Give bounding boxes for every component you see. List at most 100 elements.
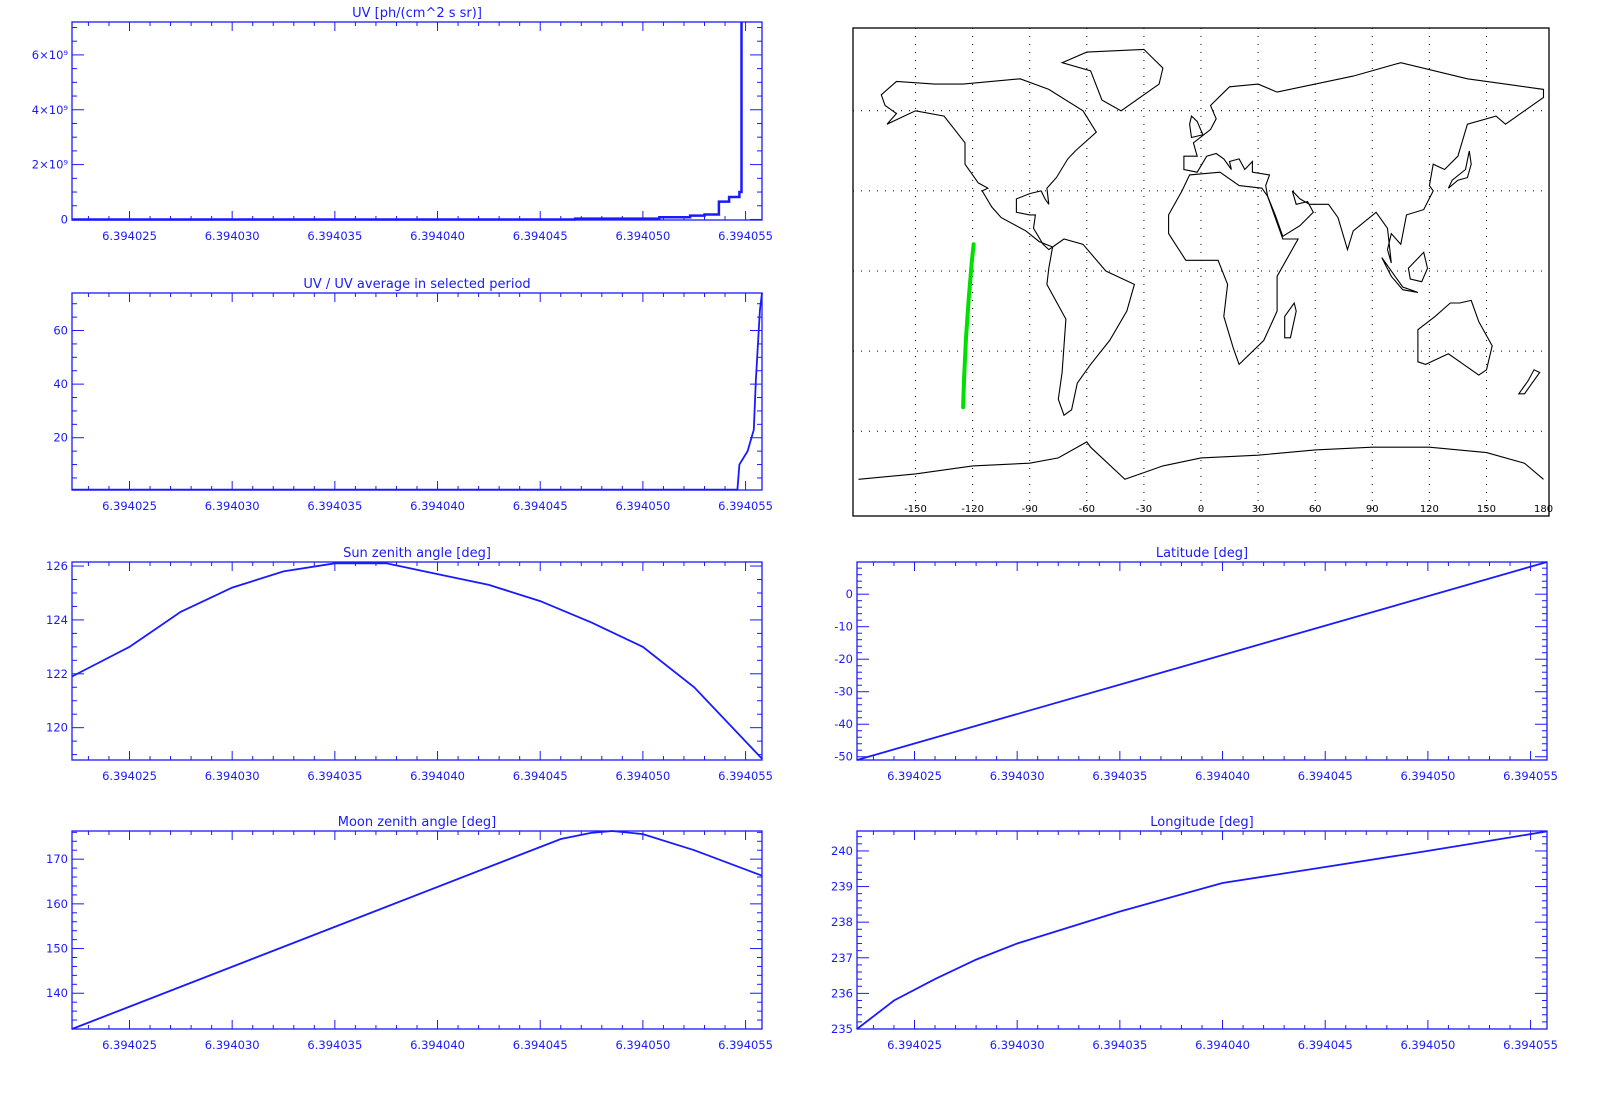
- y-tick-label: 60: [53, 324, 68, 338]
- lon-tick-label: -120: [961, 504, 984, 515]
- x-tick-label: 6.394045: [513, 229, 568, 243]
- x-tick-label: 6.394040: [410, 769, 465, 783]
- y-tick-label: -40: [834, 717, 853, 731]
- lon-tick-label: -30: [1136, 504, 1152, 515]
- x-tick-label: 6.394050: [615, 499, 670, 513]
- x-tick-label: 6.394035: [1092, 769, 1147, 783]
- x-tick-label: 6.394035: [307, 1038, 362, 1052]
- lon-tick-label: 30: [1252, 504, 1265, 515]
- plot-frame: [71, 292, 763, 491]
- y-tick-label: -10: [834, 620, 853, 634]
- chart-uv-ratio: UV / UV average in selected period 6.3940…: [53, 277, 773, 513]
- chart-title: Moon zenith angle [deg]: [338, 815, 496, 830]
- coastline-eurasia: [1183, 62, 1545, 264]
- x-tick-label: 6.394045: [513, 499, 568, 513]
- y-tick-label: 122: [46, 667, 68, 681]
- lon-tick-label: 180: [1534, 504, 1553, 515]
- lon-tick-label: 0: [1198, 504, 1204, 515]
- y-tick-label: 236: [831, 986, 853, 1000]
- chart-latitude: Latitude [deg] 6.394025 6.394030 6.394035 6.…: [834, 546, 1558, 783]
- x-tick-label: 6.394025: [887, 1038, 942, 1052]
- series-line: [856, 561, 1548, 761]
- y-tick-label: 240: [831, 844, 853, 858]
- coastline-north-america: [880, 78, 1098, 251]
- lon-tick-label: -90: [1022, 504, 1038, 515]
- x-tick-label: 6.394055: [718, 499, 773, 513]
- series-line: [72, 22, 743, 221]
- x-tick-label: 6.394045: [513, 1038, 568, 1052]
- coastline-south-america: [1046, 238, 1136, 417]
- x-tick-label: 6.394050: [615, 229, 670, 243]
- x-tick-label: 6.394050: [1400, 769, 1455, 783]
- y-tick-label: 2×10⁹: [32, 158, 69, 172]
- plot-frame: [856, 830, 1548, 1030]
- x-tick-label: 6.394040: [1195, 1038, 1250, 1052]
- y-tick-label: 0: [846, 587, 853, 601]
- plot-frame: [71, 830, 763, 1030]
- x-tick-label: 6.394055: [718, 229, 773, 243]
- y-tick-label: 6×10⁹: [32, 48, 69, 62]
- y-tick-label: 150: [46, 942, 68, 956]
- y-tick-label: 170: [46, 852, 68, 866]
- coastline-sumatra-java: [1381, 257, 1419, 293]
- x-tick-label: 6.394030: [205, 229, 260, 243]
- chart-title: Sun zenith angle [deg]: [343, 546, 491, 561]
- x-tick-label: 6.394055: [718, 1038, 773, 1052]
- lon-tick-label: 60: [1309, 504, 1322, 515]
- coastline-australia: [1417, 299, 1493, 376]
- y-tick-label: 120: [46, 721, 68, 735]
- x-tick-label: 6.394035: [307, 229, 362, 243]
- x-tick-label: 6.394030: [205, 769, 260, 783]
- coastline-great-britain: [1189, 115, 1204, 139]
- coastline-africa: [1168, 171, 1300, 366]
- x-tick-label: 6.394025: [102, 499, 157, 513]
- coastline-antarctica: [858, 441, 1544, 480]
- x-tick-label: 6.394045: [1298, 769, 1353, 783]
- y-tick-label: 160: [46, 897, 68, 911]
- series-line: [71, 562, 763, 760]
- x-tick-label: 6.394040: [1195, 769, 1250, 783]
- x-tick-label: 6.394040: [410, 499, 465, 513]
- x-tick-label: 6.394035: [307, 769, 362, 783]
- x-tick-label: 6.394040: [410, 229, 465, 243]
- x-tick-label: 6.394055: [718, 769, 773, 783]
- map-frame: [852, 27, 1550, 517]
- coastline-borneo: [1407, 251, 1429, 283]
- y-tick-label: 235: [831, 1022, 853, 1036]
- y-tick-label: 40: [53, 377, 68, 391]
- satellite-track: [961, 242, 976, 410]
- x-tick-label: 6.394045: [513, 769, 568, 783]
- x-tick-label: 6.394040: [410, 1038, 465, 1052]
- y-tick-label: -50: [834, 750, 853, 764]
- y-tick-label: 126: [46, 559, 68, 573]
- x-tick-label: 6.394025: [102, 1038, 157, 1052]
- y-tick-label: 124: [46, 613, 68, 627]
- coastline-japan: [1447, 150, 1472, 189]
- x-tick-label: 6.394030: [990, 1038, 1045, 1052]
- chart-longitude: Longitude [deg] 6.394025 6.394030 6.394035 6…: [831, 815, 1558, 1052]
- chart-title: UV [ph/(cm^2 s sr)]: [352, 6, 482, 21]
- coastlines: [858, 48, 1545, 480]
- lon-tick-label: 120: [1420, 504, 1439, 515]
- x-tick-label: 6.394025: [102, 229, 157, 243]
- chart-moon-zenith: Moon zenith angle [deg] 6.394025 6.394030 6…: [46, 815, 773, 1052]
- coastline-greenland: [1060, 48, 1164, 112]
- x-tick-label: 6.394055: [1503, 1038, 1558, 1052]
- x-tick-label: 6.394045: [1298, 1038, 1353, 1052]
- x-tick-label: 6.394055: [1503, 769, 1558, 783]
- series-line: [71, 830, 763, 1030]
- x-tick-label: 6.394035: [1092, 1038, 1147, 1052]
- x-tick-label: 6.394030: [990, 769, 1045, 783]
- y-tick-label: 237: [831, 951, 853, 965]
- y-tick-label: 0: [61, 212, 68, 226]
- y-tick-label: -20: [834, 652, 853, 666]
- series-line: [856, 830, 1548, 1030]
- x-tick-label: 6.394050: [615, 769, 670, 783]
- x-tick-label: 6.394025: [887, 769, 942, 783]
- coastline-new-zealand: [1517, 369, 1541, 395]
- series-line: [72, 292, 763, 491]
- x-tick-label: 6.394030: [205, 499, 260, 513]
- y-tick-label: 140: [46, 986, 68, 1000]
- plot-frame: [71, 21, 763, 221]
- y-tick-label: 238: [831, 915, 853, 929]
